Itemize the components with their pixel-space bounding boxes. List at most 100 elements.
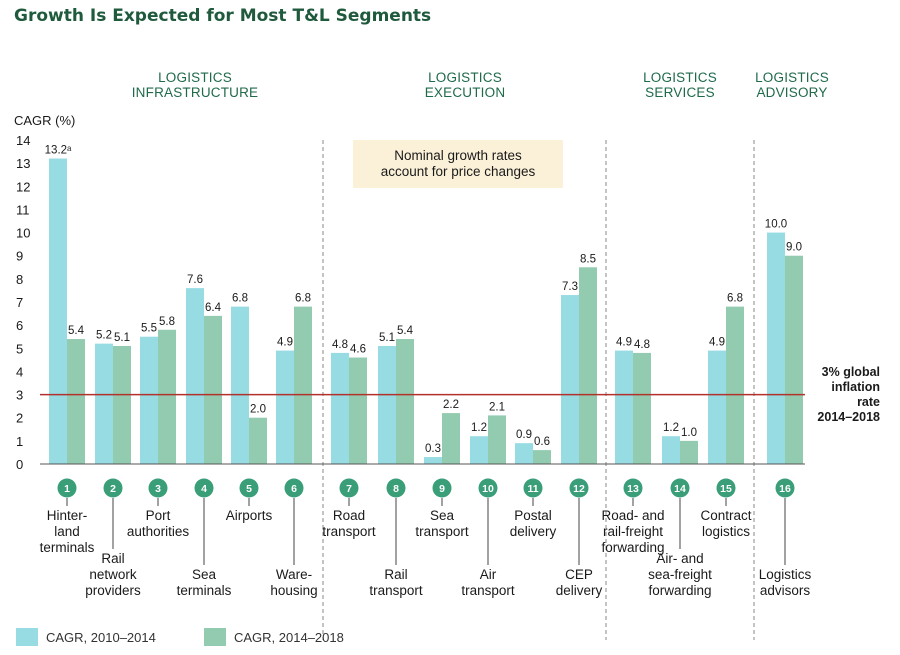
category-number-circle [103,478,123,498]
category-name: Road [333,508,365,523]
category-number: 14 [674,483,686,495]
data-label: 5.2 [96,330,112,342]
bar [204,315,222,464]
y-tick-label: 0 [16,457,23,472]
y-tick-label: 11 [16,202,30,217]
y-tick-label: 6 [16,318,23,333]
bar [396,339,414,464]
bar [49,158,67,464]
category-name: Rail [384,567,407,582]
legend-label: CAGR, 2010–2014 [46,630,156,645]
bar [349,357,367,464]
segment-label: LOGISTICS [158,70,232,85]
data-label: 5.4 [397,325,414,337]
category-number-circle [432,478,452,498]
category-name: Port [146,508,171,523]
y-tick-label: 14 [16,133,30,148]
bar [767,232,785,464]
segment-label: SERVICES [645,85,715,100]
data-label: 6.8 [295,293,311,305]
category-number-circle [386,478,406,498]
inflation-label: 3% global [822,365,880,379]
data-label: 2.2 [443,399,459,411]
data-label: 7.6 [187,274,203,286]
category-number: 6 [291,483,297,495]
category-name: Road- and [601,508,664,523]
y-axis-label: CAGR (%) [14,113,75,128]
bar [488,415,506,464]
category-name: rail-freight [603,524,663,539]
bar [785,255,803,464]
bar [378,345,396,464]
bar [442,413,460,464]
y-tick-label: 9 [16,249,23,264]
bar [726,306,744,464]
category-number: 5 [246,483,252,495]
inflation-label: 2014–2018 [817,410,880,424]
bar [67,339,85,464]
category-number-circle [148,478,168,498]
category-name: Contract [700,508,751,523]
data-label: 1.2 [471,422,487,434]
bar [561,295,579,464]
data-label: 5.4 [68,325,85,337]
segment-label: ADVISORY [756,85,827,100]
category-name: transport [369,583,423,598]
bar [515,443,533,464]
segment-label: INFRASTRUCTURE [132,85,259,100]
category-number: 2 [110,483,116,495]
data-label: 4.9 [277,337,293,349]
inflation-label: inflation [831,380,880,394]
category-name: CEP [565,567,593,582]
note-text: account for price changes [381,164,536,179]
bar [331,352,349,464]
category-number: 9 [439,483,445,495]
segment-label: LOGISTICS [428,70,502,85]
segment-label: EXECUTION [425,85,506,100]
data-label: 0.9 [516,429,532,441]
segment-label: LOGISTICS [755,70,829,85]
data-label: 2.0 [250,404,266,416]
category-number-circle [339,478,359,498]
category-number-circle [239,478,259,498]
category-number: 1 [64,483,70,495]
bar [579,267,597,464]
y-tick-label: 13 [16,156,30,171]
bar [533,450,551,464]
data-label: 1.2 [663,422,679,434]
data-label: 4.6 [350,344,366,356]
category-name: Airports [226,508,273,523]
category-number: 8 [393,483,399,495]
data-label: 5.1 [114,332,130,344]
inflation-label: rate [857,395,880,409]
legend-label: CAGR, 2014–2018 [234,630,344,645]
bar [113,345,131,464]
category-name: delivery [510,524,557,539]
bar [680,440,698,464]
bar [294,306,312,464]
legend-swatch [16,628,38,646]
data-label: 4.8 [332,339,348,351]
bar [249,417,267,464]
chart-title: Growth Is Expected for Most T&L Segments [14,6,432,26]
category-name: advisors [760,583,811,598]
category-number: 10 [482,483,494,495]
bar [662,436,680,464]
category-number: 12 [573,483,585,495]
data-label: 1.0 [681,427,697,439]
y-tick-label: 12 [16,179,30,194]
data-label: 4.9 [709,337,725,349]
bar [615,350,633,464]
bar [186,288,204,464]
category-name: network [89,567,137,582]
data-label: 13.2ᵃ [45,145,72,157]
data-label: 6.8 [727,293,743,305]
y-tick-label: 3 [16,388,23,403]
category-name: delivery [556,583,603,598]
category-number-circle [284,478,304,498]
data-label: 2.1 [489,401,505,413]
data-label: 9.0 [786,242,802,254]
category-name: Air [480,567,497,582]
category-name: Ware- [276,567,312,582]
